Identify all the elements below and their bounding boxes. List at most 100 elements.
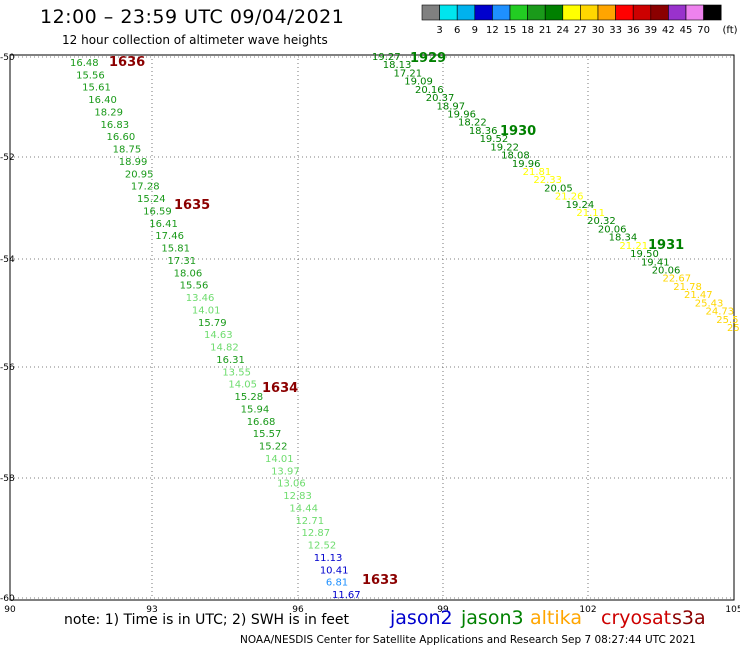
- wave-height-value: 11.67: [332, 590, 361, 601]
- colorbar-swatch: [474, 4, 493, 21]
- footer-note: note: 1) Time is in UTC; 2) SWH is in fe…: [64, 612, 350, 628]
- wave-height-value: 18.29: [94, 107, 123, 118]
- wave-height-value: 16.60: [107, 132, 136, 143]
- wave-height-value: 6.81: [326, 578, 348, 589]
- wave-height-value: 15.57: [253, 429, 282, 440]
- colorbar-label: 33: [609, 25, 622, 36]
- wave-height-value: 14.01: [192, 305, 221, 316]
- wave-height-value: 18.99: [119, 157, 148, 168]
- pass-time-label: 1633: [362, 573, 398, 588]
- footer-credit: NOAA/NESDIS Center for Satellite Applica…: [240, 634, 696, 646]
- wave-height-value: 14.01: [265, 454, 294, 465]
- wave-height-value: 20.06: [598, 224, 627, 235]
- wave-height-value: 17.31: [167, 256, 196, 267]
- colorbar-label: 21: [539, 25, 552, 36]
- pass-time-labels: 1636 1635 1634 1633 1929 1930 1931: [109, 51, 684, 588]
- wave-height-value: 15.22: [259, 442, 288, 453]
- satellite-legend-jason3: jason3: [461, 607, 524, 629]
- wave-height-value: 14.63: [204, 330, 233, 341]
- wave-height-value: 21.47: [684, 290, 713, 301]
- colorbar-label: 6: [454, 25, 460, 36]
- satellite-legend-altika: altika: [530, 607, 582, 629]
- wave-height-value: 20.32: [587, 216, 616, 227]
- wave-height-value: 25.43: [695, 298, 724, 309]
- wave-height-value: 18.34: [609, 233, 638, 244]
- wave-height-value: 19.27: [372, 52, 401, 63]
- wave-height-value: 10.41: [320, 565, 349, 576]
- colorbar-label: 18: [521, 25, 534, 36]
- colorbar-label: 27: [574, 25, 587, 36]
- wave-height-value: 17.28: [131, 182, 160, 193]
- wave-height-value: 12.83: [283, 491, 312, 502]
- lon-tick-label: 102: [579, 605, 596, 615]
- wave-height-value: 16.59: [143, 206, 172, 217]
- satellite-legend-cryosat: cryosat: [601, 607, 672, 629]
- wave-height-value: 19.50: [630, 249, 659, 260]
- colorbar-label: 12: [486, 25, 499, 36]
- colorbar-swatch: [544, 4, 564, 21]
- wave-height-value: 25: [727, 323, 740, 334]
- wave-height-value: 14.82: [210, 343, 239, 354]
- colorbar-swatch: [527, 4, 546, 21]
- lon-tick-label: 93: [146, 605, 157, 615]
- wave-height-value: 20.37: [426, 93, 455, 104]
- wave-height-value: 16.68: [247, 417, 276, 428]
- wave-height-value: 16.40: [88, 95, 117, 106]
- colorbar-swatch: [597, 4, 616, 21]
- satellite-track-west: 16.4815.5615.6116.4018.2916.8316.6018.75…: [70, 58, 361, 601]
- wave-height-value: 15.56: [76, 70, 105, 81]
- colorbar-swatch: [632, 4, 652, 21]
- wave-height-value: 17.46: [155, 231, 184, 242]
- wave-height-value: 22.33: [533, 175, 562, 186]
- colorbar-label: 36: [627, 25, 640, 36]
- pass-time-label: 1931: [648, 238, 684, 253]
- wave-height-value: 13.06: [277, 479, 306, 490]
- colorbar-swatch: [703, 4, 722, 21]
- colorbar-label: 24: [556, 25, 569, 36]
- wave-height-value: 13.46: [186, 293, 215, 304]
- colorbar-unit: (ft): [722, 25, 737, 36]
- colorbar-swatch: [456, 4, 476, 21]
- wave-height-value: 19.52: [480, 134, 509, 145]
- wave-height-value: 19.96: [512, 159, 541, 170]
- wave-height-value: 15.79: [198, 318, 227, 329]
- colorbar-swatch: [580, 4, 599, 21]
- wave-height-value: 14.05: [228, 380, 257, 391]
- colorbar-swatch: [509, 4, 528, 21]
- wave-height-value: 18.08: [501, 151, 530, 162]
- wave-height-value: 20.06: [652, 266, 681, 277]
- wave-height-value: 19.96: [447, 109, 476, 120]
- wave-height-value: 21.81: [523, 167, 552, 178]
- wave-height-value: 15.28: [235, 392, 264, 403]
- map-grid: [10, 55, 734, 600]
- wave-height-value: 18.06: [174, 268, 203, 279]
- colorbar-legend: 3 6 9 12 15 18 21 24 27 30 33 36 39 42 45 70 (ft): [421, 4, 738, 36]
- pass-time-label: 1634: [262, 381, 298, 396]
- wave-height-value: 16.31: [216, 355, 245, 366]
- wave-height-value: 19.41: [641, 257, 670, 268]
- lat-tick-label: -56: [0, 363, 15, 373]
- wave-height-value: 21.78: [673, 282, 702, 293]
- wave-height-value: 21.26: [555, 192, 584, 203]
- lon-tick-label: 90: [4, 605, 16, 615]
- map-frame: [9, 54, 735, 601]
- wave-height-value: 12.87: [302, 528, 331, 539]
- wave-height-value: 15.94: [241, 404, 270, 415]
- wave-height-value: 22.67: [662, 274, 691, 285]
- colorbar-label: 42: [662, 25, 675, 36]
- lat-tick-label: -54: [0, 255, 15, 265]
- colorbar-swatch: [650, 4, 669, 21]
- wave-height-value: 18.75: [113, 145, 142, 156]
- lon-tick-label: 105: [725, 605, 740, 615]
- pass-time-label: 1635: [174, 198, 210, 213]
- wave-height-value: 21.11: [576, 208, 605, 219]
- lon-tick-label: 96: [292, 605, 304, 615]
- wave-height-value: 17.21: [394, 68, 423, 79]
- page-title: 12:00 – 23:59 UTC 09/04/2021: [40, 6, 345, 28]
- page-subtitle: 12 hour collection of altimeter wave hei…: [62, 33, 328, 47]
- wave-height-value: 19.22: [490, 142, 519, 153]
- lat-tick-label: -52: [0, 153, 15, 163]
- wave-height-value: 15.81: [161, 244, 190, 255]
- wave-height-value: 12.52: [308, 541, 337, 552]
